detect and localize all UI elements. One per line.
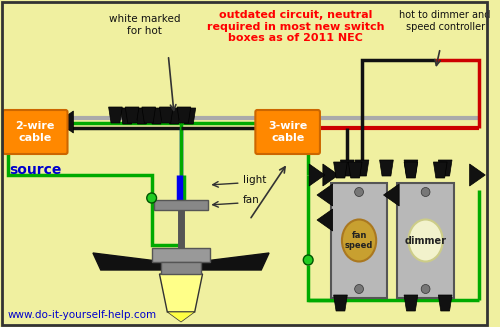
Bar xyxy=(330,183,388,298)
Polygon shape xyxy=(160,274,202,312)
Polygon shape xyxy=(355,160,369,176)
Text: www.do-it-yourself-help.com: www.do-it-yourself-help.com xyxy=(8,310,157,320)
Polygon shape xyxy=(334,295,347,311)
Polygon shape xyxy=(182,108,196,124)
Bar xyxy=(152,248,210,262)
Circle shape xyxy=(421,187,430,197)
Text: source: source xyxy=(9,163,62,177)
Bar xyxy=(162,262,200,274)
Polygon shape xyxy=(58,111,74,133)
Polygon shape xyxy=(168,108,181,124)
Polygon shape xyxy=(317,184,332,206)
Text: light: light xyxy=(242,175,266,185)
Text: fan
speed: fan speed xyxy=(345,231,374,250)
Polygon shape xyxy=(384,184,399,206)
Polygon shape xyxy=(340,160,354,176)
Polygon shape xyxy=(438,295,452,311)
Polygon shape xyxy=(93,253,181,270)
Polygon shape xyxy=(135,108,148,124)
Polygon shape xyxy=(309,164,325,186)
Bar xyxy=(154,200,208,210)
Ellipse shape xyxy=(408,219,442,262)
Polygon shape xyxy=(323,164,338,186)
Text: white marked
for hot: white marked for hot xyxy=(109,14,180,36)
Polygon shape xyxy=(120,108,134,124)
Ellipse shape xyxy=(342,219,376,262)
Polygon shape xyxy=(380,160,394,176)
Polygon shape xyxy=(404,160,418,176)
Polygon shape xyxy=(181,253,269,270)
FancyBboxPatch shape xyxy=(256,110,320,154)
Polygon shape xyxy=(108,107,122,123)
Text: outdated circuit, neutral
required in most new switch
boxes as of 2011 NEC: outdated circuit, neutral required in mo… xyxy=(206,10,384,43)
Polygon shape xyxy=(404,162,418,178)
Circle shape xyxy=(304,255,313,265)
Polygon shape xyxy=(404,295,418,311)
Text: 3-wire
cable: 3-wire cable xyxy=(268,121,308,143)
Text: 2-wire
cable: 2-wire cable xyxy=(16,121,55,143)
Polygon shape xyxy=(317,209,332,231)
Polygon shape xyxy=(177,107,191,123)
Circle shape xyxy=(421,284,430,294)
Polygon shape xyxy=(160,107,173,123)
Circle shape xyxy=(147,193,156,203)
Polygon shape xyxy=(150,108,164,124)
Circle shape xyxy=(354,187,364,197)
Text: dimmer: dimmer xyxy=(404,235,446,246)
Polygon shape xyxy=(348,162,362,178)
Text: hot to dimmer and
speed controller: hot to dimmer and speed controller xyxy=(400,10,491,32)
Text: fan: fan xyxy=(242,195,260,205)
Polygon shape xyxy=(168,312,194,322)
Polygon shape xyxy=(125,107,139,123)
Polygon shape xyxy=(470,164,486,186)
Circle shape xyxy=(354,284,364,294)
Bar xyxy=(397,183,454,298)
Polygon shape xyxy=(334,162,347,178)
Polygon shape xyxy=(438,160,452,176)
Polygon shape xyxy=(142,107,156,123)
Polygon shape xyxy=(434,162,447,178)
FancyBboxPatch shape xyxy=(3,110,68,154)
